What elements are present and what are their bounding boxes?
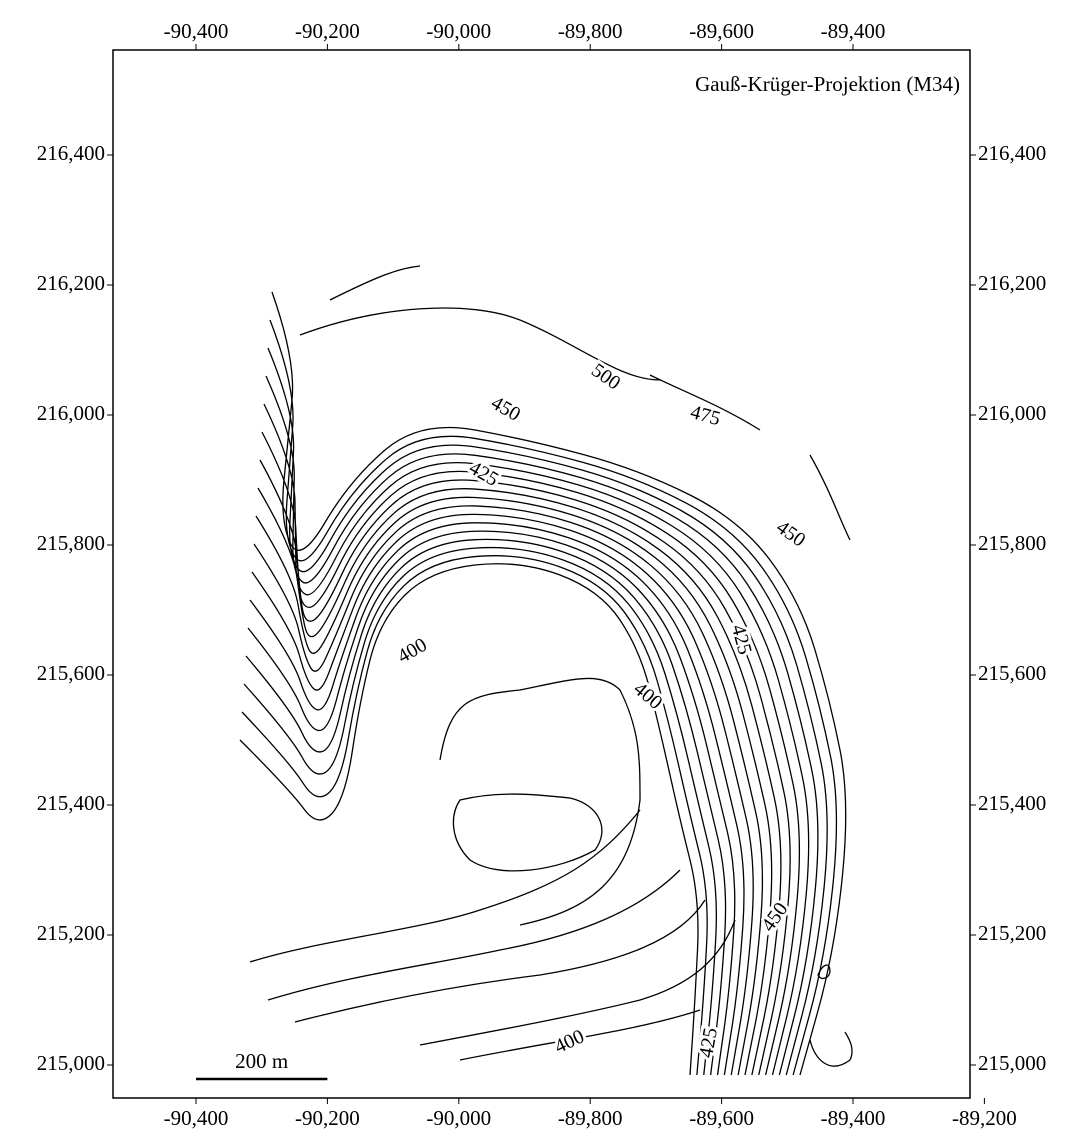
contour-label: 450 xyxy=(487,392,524,426)
x-tick-label: -89,400 xyxy=(821,19,886,43)
contour-line xyxy=(239,563,699,1076)
contour-label: 400 xyxy=(551,1025,587,1058)
y-tick-label: 216,200 xyxy=(37,271,105,295)
contour-label: 450 xyxy=(772,516,809,551)
contour-lines xyxy=(239,265,853,1076)
scale-bar-label: 200 m xyxy=(235,1049,288,1073)
x-tick-label: -89,400 xyxy=(821,1106,886,1130)
contour-label: 500 xyxy=(587,359,624,394)
x-tick-label: -90,200 xyxy=(295,19,360,43)
contour-line xyxy=(251,513,754,1076)
x-tick-label: -89,600 xyxy=(689,1106,754,1130)
contour-line xyxy=(269,319,838,1076)
y-tick-label: 216,000 xyxy=(37,401,105,425)
contour-line xyxy=(249,522,745,1076)
y-tick-label: 216,200 xyxy=(978,271,1046,295)
y-tick-label: 216,400 xyxy=(37,141,105,165)
contour-line xyxy=(241,555,708,1076)
contour-line xyxy=(245,538,727,1076)
contour-line xyxy=(267,347,828,1076)
x-tick-label: -89,800 xyxy=(558,19,623,43)
y-tick-label: 215,800 xyxy=(978,531,1046,555)
contour-label: 400 xyxy=(394,634,431,668)
contour-line xyxy=(253,505,764,1076)
y-tick-label: 215,600 xyxy=(978,661,1046,685)
y-tick-label: 215,200 xyxy=(37,921,105,945)
x-tick-label: -90,400 xyxy=(164,19,229,43)
map-title: Gauß-Krüger-Projektion (M34) xyxy=(695,72,960,96)
contour-label: 450 xyxy=(757,899,792,936)
contour-line xyxy=(271,291,847,1076)
x-tick-label: -90,400 xyxy=(164,1106,229,1130)
x-tick-label: -89,200 xyxy=(952,1106,1017,1130)
contour-label: 475 xyxy=(688,401,723,430)
contour-line xyxy=(263,403,810,1076)
y-tick-label: 215,200 xyxy=(978,921,1046,945)
x-tick-label: -89,600 xyxy=(689,19,754,43)
x-tick-label: -90,200 xyxy=(295,1106,360,1130)
y-tick-label: 215,400 xyxy=(37,791,105,815)
contour-label: 425 xyxy=(465,457,502,491)
contour-label: 425 xyxy=(695,1026,722,1059)
contour-line xyxy=(243,546,717,1076)
y-tick-label: 216,000 xyxy=(978,401,1046,425)
contour-line xyxy=(261,431,801,1076)
contour-line xyxy=(247,530,736,1076)
contour-line xyxy=(257,487,782,1076)
frame xyxy=(112,49,971,1099)
contour-line xyxy=(255,496,773,1076)
contour-line xyxy=(259,459,791,1076)
x-tick-label: -90,000 xyxy=(426,1106,491,1130)
y-tick-label: 215,400 xyxy=(978,791,1046,815)
y-tick-label: 215,800 xyxy=(37,531,105,555)
y-tick-label: 215,000 xyxy=(978,1051,1046,1075)
x-tick-label: -89,800 xyxy=(558,1106,623,1130)
y-tick-label: 215,000 xyxy=(37,1051,105,1075)
y-tick-label: 216,400 xyxy=(978,141,1046,165)
contour-label: 400 xyxy=(629,678,666,714)
y-tick-label: 215,600 xyxy=(37,661,105,685)
contour-label: 425 xyxy=(727,622,756,657)
x-tick-label: -90,000 xyxy=(426,19,491,43)
